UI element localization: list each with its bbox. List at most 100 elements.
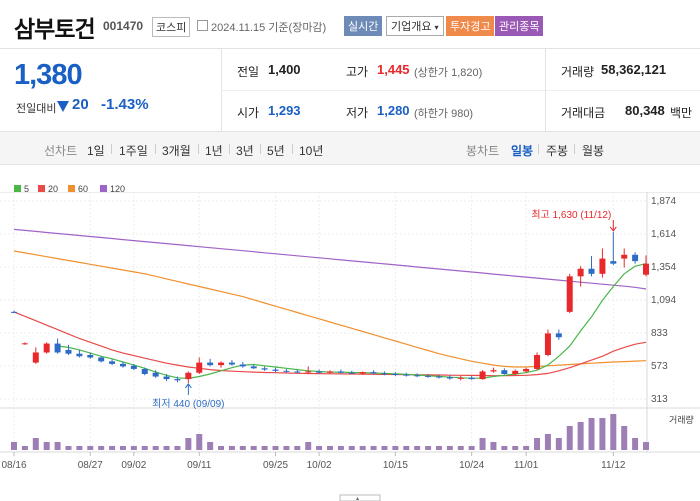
x-tick-label: 10/24 xyxy=(459,460,484,471)
y-tick-label: 1,354 xyxy=(651,262,676,273)
current-price: 1,380 xyxy=(14,59,83,91)
volume-value: 58,362,121 xyxy=(601,62,667,77)
volume-bar xyxy=(228,446,235,450)
high-label: 고가 xyxy=(346,65,369,79)
x-tick-label: 11/01 xyxy=(514,460,539,471)
volume-bar xyxy=(261,446,268,450)
volume-bar xyxy=(457,446,464,450)
candle-body xyxy=(21,343,28,345)
change-value: 20 xyxy=(72,96,89,113)
candle-body xyxy=(174,379,181,381)
chevron-up-icon[interactable]: ▴ xyxy=(356,496,359,501)
high-value: 1,445 xyxy=(377,62,410,77)
price-chart[interactable]: 1,874 1,614 1,354 1,094 833 573 313 08/16 08/27… xyxy=(0,192,700,501)
volume-bar xyxy=(76,446,83,450)
candle-body xyxy=(163,376,170,380)
chevron-down-icon: ▾ xyxy=(434,23,439,32)
tab-3m[interactable]: 3개월 xyxy=(162,144,191,158)
candle-body xyxy=(119,363,126,367)
tab-weekly[interactable]: 주봉 xyxy=(546,144,569,158)
x-tick-label: 11/12 xyxy=(601,460,626,471)
quote-panel: 1,380 전일대비 20 -1.43% 전일 1,400 고가 1,445 (… xyxy=(0,49,700,132)
volume-bar xyxy=(414,446,421,450)
candle-body xyxy=(403,374,410,376)
candle-body xyxy=(599,258,606,274)
line-chart-label: 선차트 xyxy=(44,144,78,158)
candle-body xyxy=(65,349,72,354)
candle-body xyxy=(392,374,399,376)
candle-body xyxy=(32,352,39,363)
volume-bar xyxy=(87,446,94,450)
x-tick-label: 10/15 xyxy=(383,460,408,471)
candle-body xyxy=(316,371,323,373)
candle-body xyxy=(414,375,421,377)
prev-close-label: 전일 xyxy=(237,65,260,79)
volume-bar xyxy=(43,442,50,450)
volume-bar xyxy=(490,442,497,450)
tab-5y[interactable]: 5년 xyxy=(267,144,285,158)
volume-bar xyxy=(621,426,628,450)
candle-body xyxy=(577,268,584,277)
realtime-button[interactable]: 실시간 xyxy=(344,16,383,36)
change-percent: -1.43% xyxy=(101,96,149,113)
tab-separator xyxy=(538,144,539,154)
x-tick-label: 09/25 xyxy=(263,460,288,471)
upper-limit: (상한가 1,820) xyxy=(414,67,483,79)
chart-grid xyxy=(0,192,700,456)
candle-body xyxy=(130,365,137,369)
volume-bar xyxy=(65,446,72,450)
tab-separator xyxy=(260,144,261,154)
candle-body xyxy=(283,370,290,372)
candle-chart-label: 봉차트 xyxy=(466,144,500,158)
candle-body xyxy=(98,357,105,362)
tab-1w[interactable]: 1주일 xyxy=(119,144,148,158)
volume-bar xyxy=(250,446,257,450)
candle-body xyxy=(327,371,333,373)
volume-bar xyxy=(239,446,246,450)
chart-period-tabs: 선차트 1일 1주일 3개월 1년 3년 5년 10년 봉차트 일봉 주봉 월봉 xyxy=(0,132,700,165)
y-tick-label: 833 xyxy=(651,328,668,339)
company-overview-dropdown[interactable]: 기업개요 ▾ xyxy=(386,16,444,36)
volume-bar xyxy=(283,446,290,450)
candle-body xyxy=(632,254,639,262)
volume-bar xyxy=(163,446,170,450)
scroll-handle[interactable] xyxy=(339,494,381,501)
calendar-icon xyxy=(197,20,208,31)
tab-3y[interactable]: 3년 xyxy=(236,144,254,158)
y-axis-labels: 1,874 1,614 1,354 1,094 833 573 313 xyxy=(651,196,676,405)
tab-daily[interactable]: 일봉 xyxy=(511,144,534,158)
candle-body xyxy=(501,370,508,375)
candle-body xyxy=(512,370,519,375)
x-tick-label: 08/16 xyxy=(1,460,26,471)
volume-bar xyxy=(534,438,541,450)
volume-label: 거래량 xyxy=(669,414,694,425)
tab-monthly[interactable]: 월봉 xyxy=(582,144,605,158)
volume-bar xyxy=(392,446,399,450)
tab-1y[interactable]: 1년 xyxy=(205,144,223,158)
lower-limit: (하한가 980) xyxy=(414,108,474,120)
volume-bar xyxy=(98,446,105,450)
volume-bar xyxy=(316,446,323,450)
candle-body xyxy=(141,368,148,375)
volume-bar xyxy=(381,446,388,450)
volume-bar xyxy=(294,446,301,450)
legend-ma5: 5 xyxy=(14,184,29,194)
legend-swatch xyxy=(14,185,21,193)
volume-bar xyxy=(468,446,475,450)
volume-bar xyxy=(185,438,192,450)
candle-body xyxy=(43,343,50,353)
volume-bar xyxy=(54,442,61,450)
divider xyxy=(545,49,546,131)
stock-header: 삼부토건 001470 코스피 2024.11.15 기준(장마감) 실시간 기… xyxy=(0,0,700,49)
volume-label: 거래량 xyxy=(561,65,595,79)
candle-body xyxy=(425,375,432,377)
tab-1d[interactable]: 1일 xyxy=(87,144,105,158)
candle-body xyxy=(490,370,497,372)
tab-10y[interactable]: 10년 xyxy=(299,144,324,158)
volume-bar xyxy=(425,446,432,450)
chart-annotations: 최고 1,630 (11/12) 최저 440 (09/09) xyxy=(152,209,617,410)
candle-body xyxy=(196,362,203,373)
volume-bar xyxy=(305,442,312,450)
candle-body xyxy=(228,362,235,365)
candle-body xyxy=(109,361,116,364)
